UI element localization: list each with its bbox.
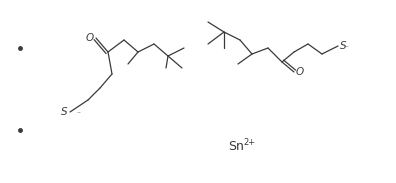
- Text: O: O: [296, 67, 304, 77]
- Text: S: S: [61, 107, 68, 117]
- Text: ⁻: ⁻: [76, 109, 80, 119]
- Text: Sn: Sn: [228, 140, 244, 153]
- Text: ⁻: ⁻: [344, 44, 348, 53]
- Text: O: O: [86, 33, 94, 43]
- Text: S: S: [340, 41, 346, 51]
- Text: 2+: 2+: [244, 138, 256, 147]
